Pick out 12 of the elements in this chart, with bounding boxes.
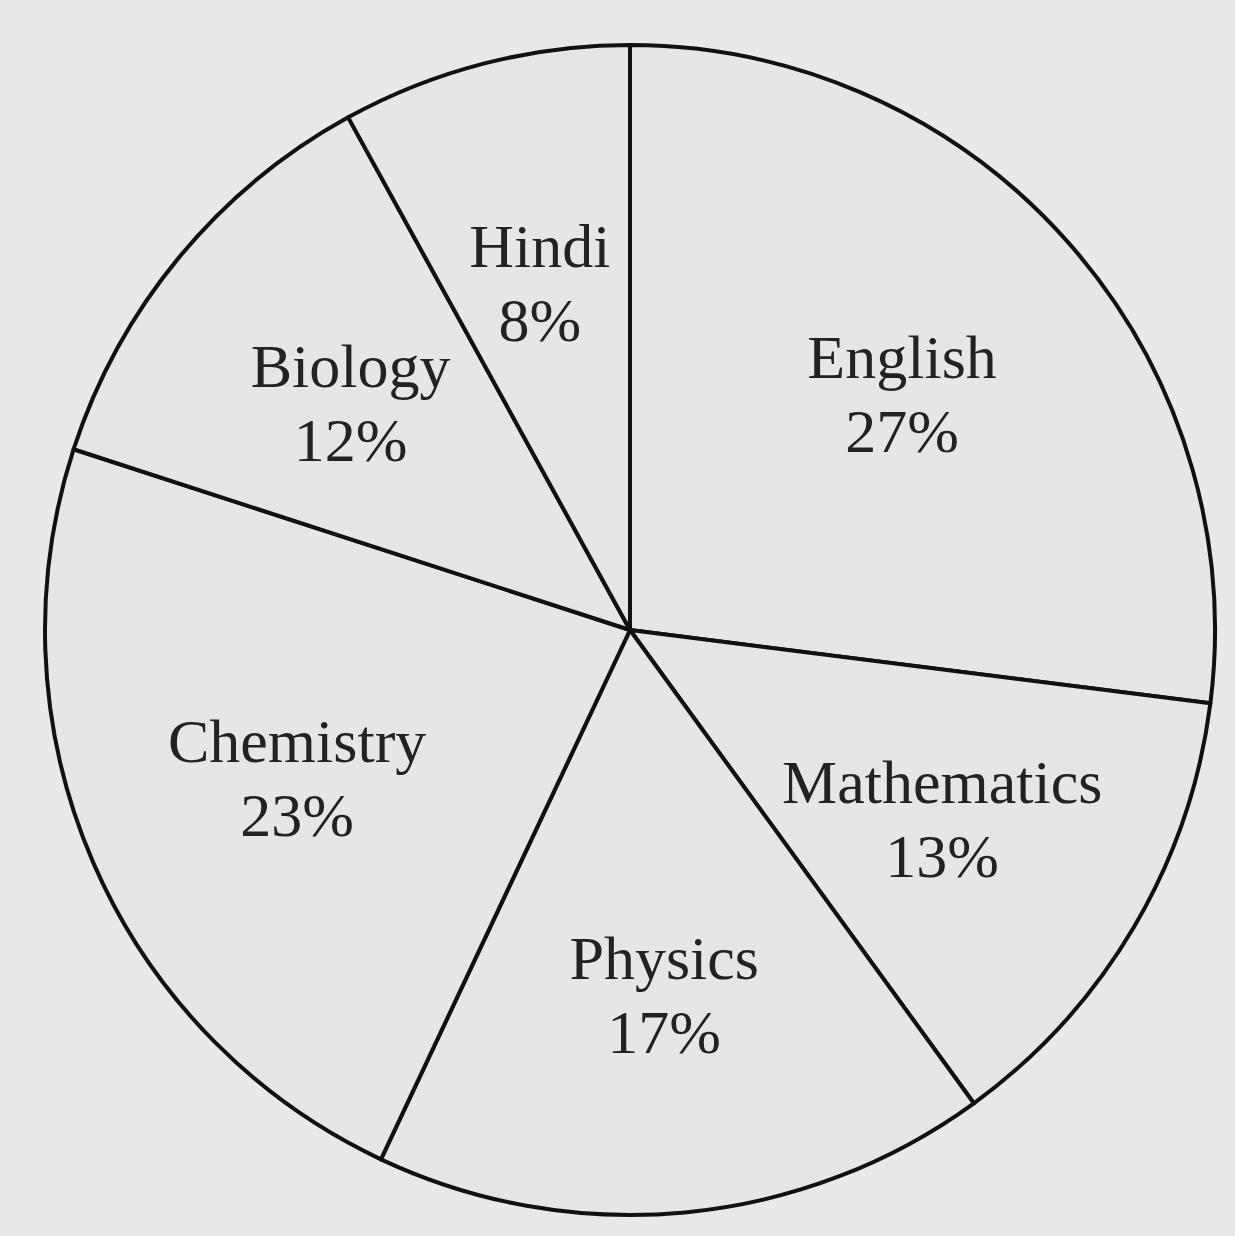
slice-label: English bbox=[807, 323, 997, 392]
data-label: 8% bbox=[498, 285, 582, 354]
data-label: 27% bbox=[845, 397, 959, 466]
data-label: 13% bbox=[885, 821, 1000, 890]
slice-label: Physics bbox=[569, 924, 759, 993]
slice-label: Chemistry bbox=[167, 707, 427, 776]
slice-label: Mathematics bbox=[782, 747, 1103, 816]
data-label: 12% bbox=[293, 405, 408, 474]
data-label: 17% bbox=[607, 998, 721, 1067]
slice-label: Hindi bbox=[469, 211, 611, 280]
data-label: 23% bbox=[240, 781, 354, 850]
slice-label: Biology bbox=[250, 331, 451, 400]
